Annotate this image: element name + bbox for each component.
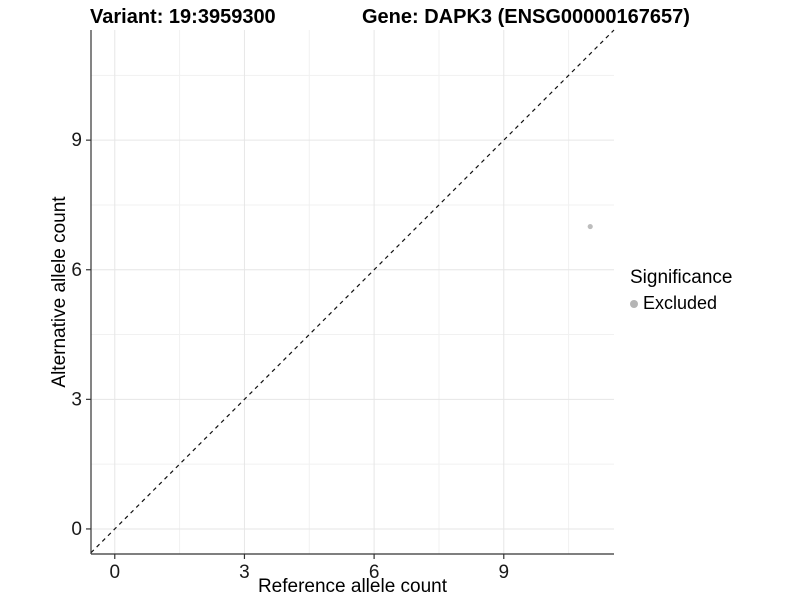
legend: Significance Excluded [630,267,732,314]
y-tick-label: 9 [71,130,82,151]
x-tick-label: 3 [239,562,250,583]
x-axis-title: Reference allele count [257,576,448,597]
x-tick-label: 0 [109,562,120,583]
y-tick-label: 0 [71,519,82,540]
legend-title: Significance [630,267,733,288]
data-point [587,223,593,230]
variant-title: Variant: 19:3959300 [90,6,276,28]
legend-item-label: Excluded [643,293,718,313]
legend-item-excluded: Excluded [630,293,732,314]
gene-title: Gene: DAPK3 (ENSG00000167657) [362,6,690,28]
circle-icon [630,299,638,308]
identity-line [90,29,615,554]
y-axis-title: Alternative allele count [49,196,70,388]
x-tick-label: 6 [369,562,380,583]
x-tick-label: 9 [498,562,509,583]
y-tick-label: 6 [71,260,82,281]
y-tick-label: 3 [71,389,82,410]
